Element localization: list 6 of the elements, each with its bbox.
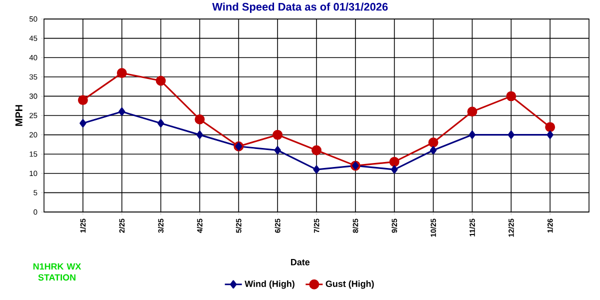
chart-title: Wind Speed Data as of 01/31/2026 (212, 2, 388, 13)
legend-label: Gust (High) (326, 280, 374, 289)
x-axis-title: Date (291, 259, 310, 266)
text: N1HRK WX STATION (33, 263, 82, 281)
y-axis-title: MPH (15, 105, 22, 126)
legend-label: Wind (High) (244, 280, 294, 289)
